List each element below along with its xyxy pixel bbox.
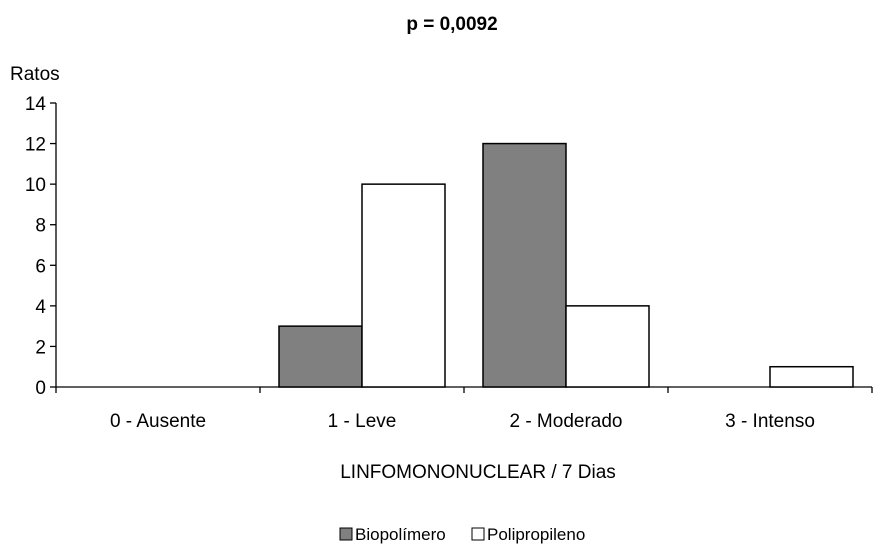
legend-label: Polipropileno xyxy=(487,525,585,544)
legend-label: Biopolímero xyxy=(355,525,446,544)
x-axis-label: LINFOMONONUCLEAR / 7 Dias xyxy=(340,462,616,483)
legend-swatch xyxy=(471,527,485,541)
bar-polipropileno xyxy=(769,365,854,388)
y-tick-label: 12 xyxy=(25,135,46,156)
y-tick-label: 2 xyxy=(35,337,46,358)
x-tick-label: 1 - Leve xyxy=(328,411,397,432)
bar-polipropileno xyxy=(565,305,650,388)
plot-area: 0 2 4 6 8 10 12 14 0 - Ausente 1 - Leve 2 - Modera… xyxy=(25,94,873,432)
y-tick-label: 4 xyxy=(35,297,46,318)
chart-title: p = 0,0092 xyxy=(406,14,497,35)
y-tick-label: 6 xyxy=(35,256,46,277)
y-tick-label: 0 xyxy=(35,378,46,399)
legend-swatch xyxy=(339,527,353,541)
y-axis-label: Ratos xyxy=(10,64,60,85)
y-tick-label: 8 xyxy=(35,216,46,237)
legend: Biopolímero Polipropileno xyxy=(339,525,585,544)
x-tick-label: 2 - Moderado xyxy=(509,411,622,432)
bar-biopol-mero xyxy=(482,142,567,388)
bar-polipropileno xyxy=(361,183,446,388)
x-tick-label: 3 - Intenso xyxy=(725,411,815,432)
y-tick-label: 10 xyxy=(25,175,46,196)
bar-biopol-mero xyxy=(278,325,363,388)
y-tick-label: 14 xyxy=(25,94,47,115)
x-tick-label: 0 - Ausente xyxy=(110,411,206,432)
